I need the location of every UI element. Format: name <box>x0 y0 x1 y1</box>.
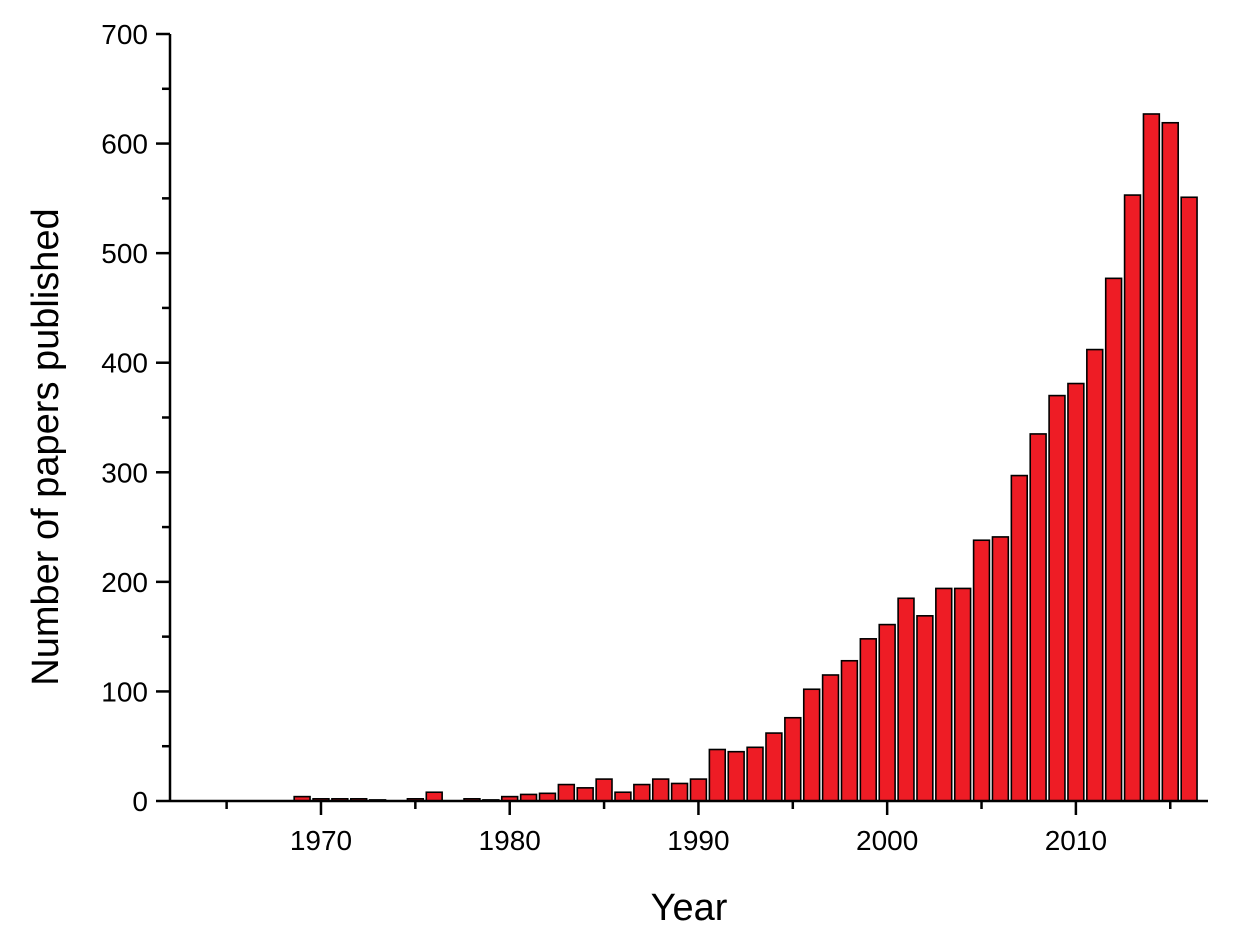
bar-1992 <box>727 750 745 802</box>
bar-2015 <box>1161 121 1179 802</box>
bar-2012 <box>1104 277 1123 802</box>
bar-1993 <box>746 746 764 802</box>
bar-2003 <box>935 587 953 802</box>
bar-2005 <box>972 539 991 802</box>
bar-1986 <box>614 791 632 802</box>
bar-1983 <box>557 783 576 802</box>
axes-group: 0 100 200 300 400 500 600 700 1970 1980 1990 2000 20… <box>101 19 1208 856</box>
y-tick-label: 400 <box>101 348 148 379</box>
bar-1976 <box>425 791 443 802</box>
y-tick-label: 200 <box>101 567 148 598</box>
bar-2001 <box>897 597 915 802</box>
x-tick-label: 2000 <box>856 825 918 856</box>
x-tick-label: 1980 <box>479 825 541 856</box>
bar-1998 <box>840 659 859 802</box>
y-tick-label: 600 <box>101 129 148 160</box>
bars-group <box>293 113 1198 802</box>
bar-1999 <box>859 638 878 802</box>
bar-2013 <box>1123 194 1142 802</box>
bar-2007 <box>1010 474 1028 802</box>
y-tick-label: 300 <box>101 457 148 488</box>
bar-1987 <box>633 783 651 802</box>
bar-2010 <box>1067 382 1085 802</box>
bar-2009 <box>1048 394 1066 802</box>
bar-2000 <box>878 623 896 802</box>
x-axis-title: Year <box>651 887 728 929</box>
y-axis-title: Number of papers published <box>25 208 67 685</box>
y-tick-label: 700 <box>101 19 148 50</box>
bar-2008 <box>1029 433 1047 802</box>
bar-2016 <box>1180 196 1198 802</box>
bar-2006 <box>991 536 1010 802</box>
bar-2014 <box>1142 113 1161 802</box>
x-tick-label: 1970 <box>290 825 352 856</box>
bar-1984 <box>576 787 594 802</box>
x-tick-label: 2010 <box>1045 825 1107 856</box>
y-tick-label: 0 <box>132 786 148 817</box>
bar-1988 <box>651 778 670 802</box>
bar-1994 <box>765 732 783 802</box>
y-tick-label: 500 <box>101 238 148 269</box>
y-tick-label: 100 <box>101 676 148 707</box>
bar-1990 <box>689 778 708 802</box>
bar-1995 <box>784 716 802 802</box>
bar-1997 <box>821 674 840 802</box>
bar-2002 <box>916 615 934 802</box>
bar-2011 <box>1086 348 1104 802</box>
bar-1991 <box>708 748 727 802</box>
bar-1996 <box>802 688 821 802</box>
bar-1989 <box>670 782 689 802</box>
x-tick-label: 1990 <box>667 825 729 856</box>
bar-1985 <box>595 778 613 802</box>
bar-2004 <box>953 587 972 802</box>
